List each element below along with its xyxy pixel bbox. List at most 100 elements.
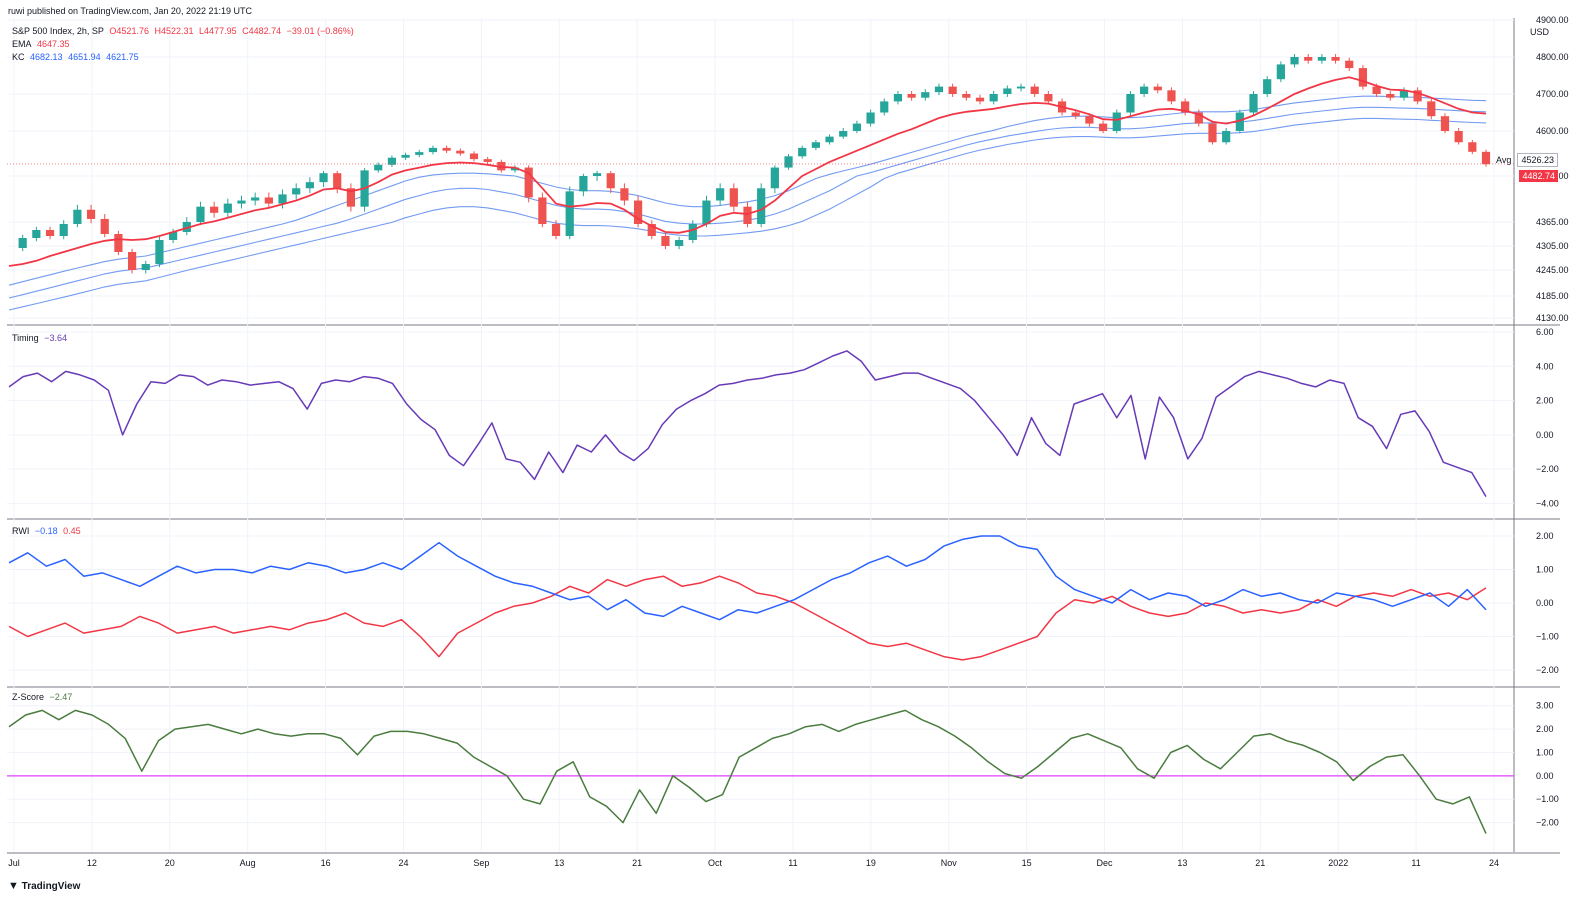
kc-upper-value: 4682.13 — [30, 52, 63, 62]
y-tick-label: −2.00 — [1536, 818, 1559, 828]
candle-body — [757, 188, 766, 224]
candle-body — [346, 188, 356, 207]
candle-body — [169, 232, 178, 240]
candle-body — [1399, 90, 1409, 98]
candle-body — [948, 86, 957, 94]
y-tick-label: 3.00 — [1536, 701, 1554, 711]
candle-body — [333, 173, 342, 189]
timing-line — [8, 350, 1487, 497]
avg-label: Avg — [1496, 155, 1512, 165]
candle-body — [866, 112, 875, 124]
candle-body — [1071, 112, 1080, 117]
candle-body — [1440, 116, 1450, 131]
symbol-legend[interactable]: S&P 500 Index, 2h, SP O4521.76 H4522.31 … — [12, 26, 357, 36]
published-line: ruwi published on TradingView.com, Jan 2… — [8, 6, 252, 16]
rwi-high-value: −0.18 — [34, 526, 58, 536]
candle-body — [606, 173, 615, 189]
kc-lower-value: 4621.75 — [106, 52, 139, 62]
candle-body — [934, 86, 944, 93]
candle-body — [415, 152, 424, 155]
candle-body — [100, 218, 109, 234]
candle-body — [483, 159, 492, 162]
ema-legend[interactable]: EMA 4647.35 — [12, 39, 73, 49]
candle-body — [1276, 64, 1285, 80]
candle-body — [1481, 151, 1491, 165]
candle-body — [1167, 90, 1176, 102]
rwi-legend[interactable]: RWI −0.18 0.45 — [12, 526, 84, 536]
candle-body — [921, 92, 930, 98]
timing-legend[interactable]: Timing −3.64 — [12, 333, 70, 343]
candle-body — [620, 188, 629, 201]
candle-body — [1290, 57, 1299, 65]
y-tick-label: −2.00 — [1536, 665, 1559, 675]
candle-body — [1208, 123, 1217, 143]
tv-logo-text: TradingView — [21, 881, 81, 892]
timing-title: Timing — [12, 333, 39, 343]
avg-price-badge: 4526.23 — [1517, 153, 1558, 167]
kc-legend[interactable]: KC 4682.13 4651.94 4621.75 — [12, 52, 142, 62]
candle-body — [1345, 60, 1354, 69]
x-tick-label: Nov — [941, 858, 958, 868]
candle-body — [784, 156, 793, 168]
candle-body — [456, 150, 465, 154]
candle-body — [1153, 86, 1162, 91]
candle-body — [729, 188, 738, 207]
candle-body — [1222, 131, 1231, 143]
candle-body — [770, 167, 779, 189]
candle-body — [811, 142, 820, 148]
tradingview-logo[interactable]: ▼ TradingView — [8, 880, 80, 892]
x-tick-label: Dec — [1097, 858, 1114, 868]
y-tick-label: −1.00 — [1536, 794, 1559, 804]
zscore-legend[interactable]: Z-Score −2.47 — [12, 692, 75, 702]
candle-body — [1003, 88, 1012, 94]
candle-body — [1454, 131, 1463, 143]
candle-body — [264, 197, 273, 204]
candle-body — [524, 167, 533, 198]
currency-label: USD — [1530, 27, 1550, 37]
y-tick-label: 4.00 — [1536, 361, 1554, 371]
candle-body — [1304, 57, 1313, 61]
candle-body — [962, 94, 971, 98]
kc-label: KC — [12, 52, 25, 62]
y-tick-label: 4700.00 — [1536, 89, 1569, 99]
y-tick-label: 4185.00 — [1536, 291, 1569, 301]
candle-body — [442, 147, 451, 151]
candle-body — [196, 206, 205, 222]
candle-body — [702, 200, 711, 224]
y-tick-label: 4245.00 — [1536, 265, 1569, 275]
candle-body — [374, 164, 383, 171]
candle-body — [852, 123, 862, 131]
candle-body — [278, 194, 287, 204]
candle-body — [305, 182, 314, 189]
kc-upper-line — [8, 95, 1487, 286]
candle-body — [387, 157, 397, 165]
symbol-name: S&P 500 Index, 2h, SP — [12, 26, 104, 36]
candle-body — [1235, 112, 1244, 131]
candle-body — [743, 206, 752, 224]
candle-body — [1372, 86, 1381, 94]
y-tick-label: 2.00 — [1536, 531, 1554, 541]
candle-body — [1030, 86, 1039, 94]
candle-body — [1249, 94, 1258, 113]
y-tick-label: 0.00 — [1536, 771, 1554, 781]
y-tick-label: 0.00 — [1536, 598, 1554, 608]
candle-body — [469, 153, 479, 160]
ema-line — [8, 76, 1487, 267]
candle-body — [661, 236, 670, 246]
candle-body — [579, 176, 588, 192]
rwi-low-line — [8, 575, 1487, 661]
candle-body — [1139, 86, 1149, 94]
ema-label: EMA — [12, 39, 32, 49]
timing-value: −3.64 — [44, 333, 67, 343]
x-tick-label: 11 — [788, 858, 797, 868]
candle-body — [1112, 112, 1121, 131]
candle-body — [880, 101, 889, 113]
candle-body — [675, 240, 684, 246]
candle-body — [73, 209, 82, 224]
y-tick-label: 6.00 — [1536, 327, 1554, 337]
y-tick-label: 4900.00 — [1536, 15, 1569, 25]
x-tick-label: 11 — [1411, 858, 1420, 868]
candle-body — [1016, 86, 1026, 89]
candle-body — [907, 94, 916, 98]
